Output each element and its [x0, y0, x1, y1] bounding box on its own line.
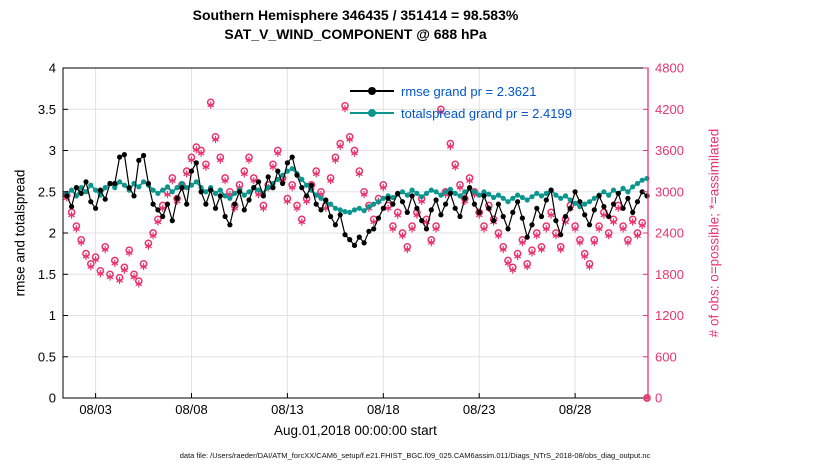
svg-text:0: 0	[655, 391, 662, 406]
svg-text:2: 2	[49, 226, 56, 241]
x-axis-label: Aug.01,2018 00:00:00 start	[274, 423, 437, 438]
svg-text:2400: 2400	[655, 226, 684, 241]
svg-text:4800: 4800	[655, 61, 684, 76]
svg-text:1.5: 1.5	[38, 267, 56, 282]
rmse-line-marker-icon	[350, 86, 394, 96]
rmse-line	[64, 152, 650, 248]
svg-text:08/08: 08/08	[175, 402, 208, 417]
svg-text:3.5: 3.5	[38, 102, 56, 117]
legend-entry-rmse: rmse grand pr = 2.3621	[350, 80, 572, 102]
obs-count-markers	[62, 98, 651, 402]
chart-title-line2: SAT_V_WIND_COMPONENT @ 688 hPa	[224, 26, 487, 42]
svg-text:1200: 1200	[655, 308, 684, 323]
svg-text:4: 4	[49, 61, 56, 76]
svg-text:08/23: 08/23	[463, 402, 496, 417]
svg-text:0: 0	[49, 391, 56, 406]
svg-text:4200: 4200	[655, 102, 684, 117]
data-file-path: data file: /Users/raeder/DAI/ATM_forcXX/…	[179, 451, 651, 460]
svg-text:08/03: 08/03	[79, 402, 112, 417]
totalspread-line-marker-icon	[350, 108, 394, 118]
y-right-tick-labels: 0 600 1200 1800 2400 3000 3600 4200 4800	[643, 61, 684, 406]
svg-text:08/13: 08/13	[271, 402, 304, 417]
chart-title-line1: Southern Hemisphere 346435 / 351414 = 98…	[192, 7, 519, 23]
y-axis-right-label: # of obs: o=possible; *=assimilated	[706, 128, 722, 338]
legend-entry-totalspread: totalspread grand pr = 2.4199	[350, 102, 572, 124]
svg-text:1800: 1800	[655, 267, 684, 282]
svg-text:08/18: 08/18	[367, 402, 400, 417]
legend: rmse grand pr = 2.3621 totalspread grand…	[350, 80, 572, 124]
svg-text:3600: 3600	[655, 143, 684, 158]
y-left-tick-labels: 0 0.5 1 1.5 2 2.5 3 3.5 4	[38, 61, 68, 406]
svg-text:08/28: 08/28	[559, 402, 592, 417]
legend-label-totalspread: totalspread grand pr = 2.4199	[401, 105, 572, 121]
svg-text:3: 3	[49, 143, 56, 158]
svg-text:600: 600	[655, 349, 677, 364]
grid-lines	[63, 68, 648, 398]
svg-text:2.5: 2.5	[38, 184, 56, 199]
svg-text:0.5: 0.5	[38, 349, 56, 364]
legend-label-rmse: rmse grand pr = 2.3621	[401, 83, 537, 99]
svg-text:1: 1	[49, 308, 56, 323]
x-tick-labels: 08/03 08/08 08/13 08/18 08/23 08/28	[79, 393, 591, 417]
svg-text:3000: 3000	[655, 184, 684, 199]
y-axis-left-label: rmse and totalspread	[12, 169, 28, 297]
